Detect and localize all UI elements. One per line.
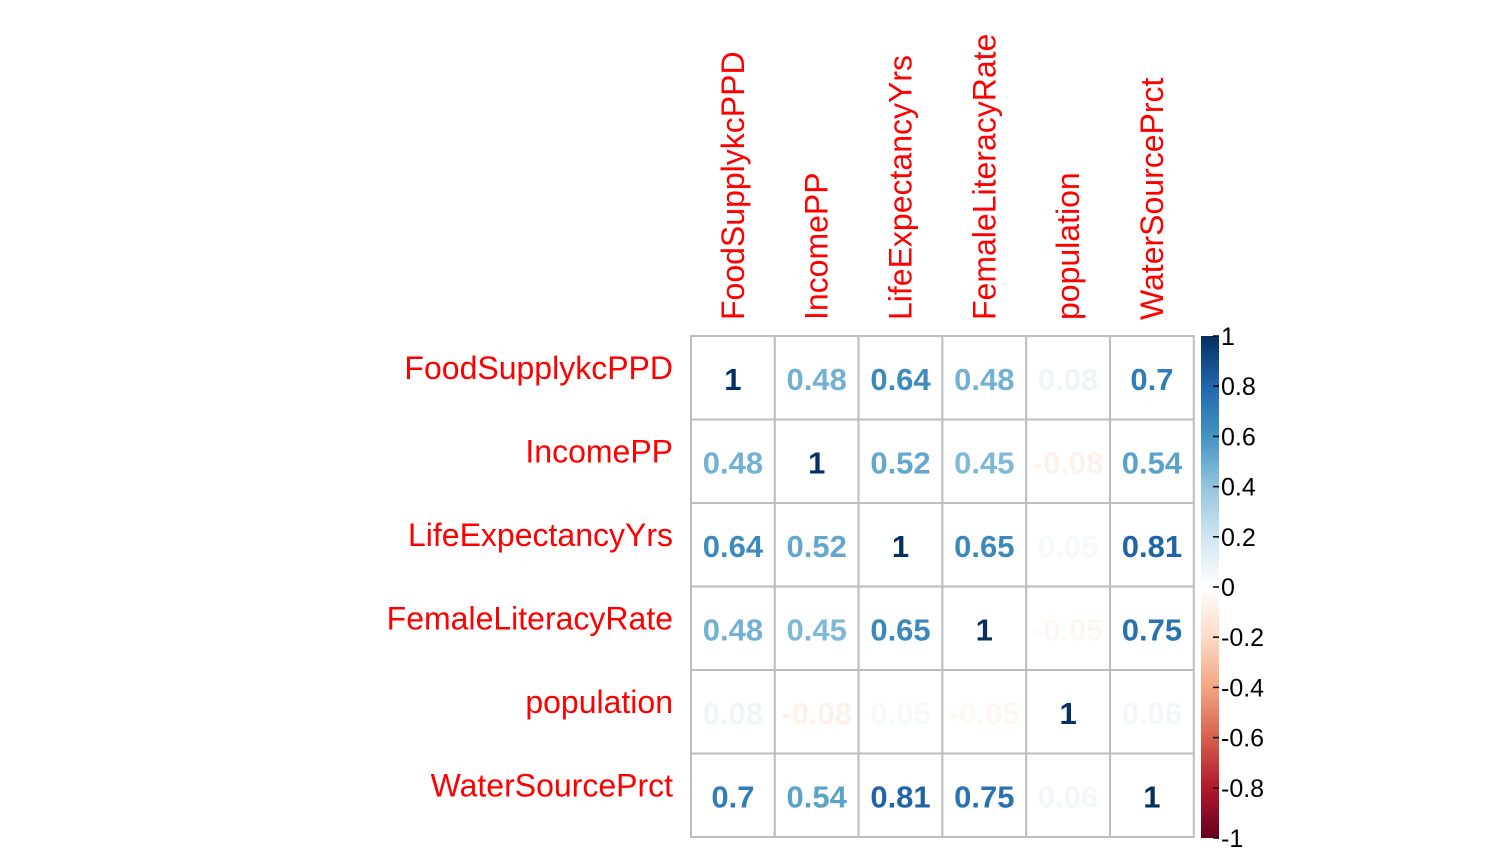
cell-value-label: -0.05 (949, 696, 1020, 731)
heatmap-cell (1109, 669, 1195, 755)
cell-value-label: 0.48 (954, 362, 1014, 397)
cell-value-label: 0.08 (1038, 362, 1098, 397)
cell-value-label: 0.7 (711, 779, 754, 814)
column-label: FemaleLiteracyRate (966, 34, 1002, 320)
heatmap-cell (1109, 418, 1195, 504)
cell-value-label: -0.08 (781, 696, 852, 731)
cell-value-label: -0.05 (1033, 612, 1104, 647)
heatmap-cell (690, 335, 776, 421)
cell-value-label: 1 (976, 612, 993, 647)
heatmap-cell (773, 585, 860, 671)
color-legend-tick-label: -0.8 (1221, 775, 1264, 803)
heatmap-cell (941, 752, 1028, 838)
heatmap-cell (857, 669, 944, 755)
heatmap-cell (941, 502, 1028, 588)
heatmap-cell (773, 335, 860, 421)
column-label: population (1050, 172, 1086, 320)
cell-value-label: 0.54 (1122, 445, 1183, 480)
heatmap-cell (1109, 335, 1195, 421)
color-legend-tick-label: 0.2 (1221, 524, 1256, 552)
cell-value-label: 0.52 (870, 445, 930, 480)
cell-value-label: 0.7 (1130, 362, 1173, 397)
cell-value-label: 0.64 (703, 529, 764, 564)
cell-value-label: 0.64 (870, 362, 931, 397)
color-legend: 1 0.8 0.6 0.4 0.2 0 -0.2 -0.4 -0.6 -0.8 -1 (1201, 323, 1264, 853)
cell-value-label: 0.45 (954, 445, 1014, 480)
cell-value-label: 1 (1059, 696, 1076, 731)
cell-value-label: 0.48 (703, 445, 763, 480)
color-legend-tick-label: -0.4 (1221, 674, 1264, 702)
heatmap-cell (941, 585, 1028, 671)
heatmap-cell (690, 752, 776, 838)
row-label: population (525, 684, 673, 720)
cell-value-label: 1 (808, 445, 825, 480)
cell-value-label: 0.65 (954, 529, 1014, 564)
cell-value-label: 1 (892, 529, 909, 564)
color-legend-tick-label: -0.2 (1221, 624, 1264, 652)
cell-value-label: 0.75 (1122, 612, 1182, 647)
color-legend-tick-label: 0.6 (1221, 423, 1256, 451)
cell-value-label: 0.48 (703, 612, 763, 647)
column-label: IncomePP (799, 172, 835, 320)
heatmap-cell (1025, 669, 1111, 755)
heatmap-cell (857, 585, 944, 671)
cell-value-label: 0.65 (870, 612, 930, 647)
column-label: WaterSourcePrct (1134, 77, 1170, 320)
cell-value-label: 0.75 (954, 779, 1014, 814)
color-legend-bar (1201, 336, 1219, 838)
color-legend-tick-label: 0.4 (1221, 474, 1256, 502)
heatmap-cell (941, 418, 1028, 504)
cell-value-label: 0.05 (870, 696, 930, 731)
row-label: FoodSupplykcPPD (404, 350, 673, 386)
cell-value-label: 0.54 (787, 779, 848, 814)
heatmap-cell (1025, 585, 1111, 671)
row-label: IncomePP (525, 433, 673, 469)
heatmap-cell (773, 418, 860, 504)
color-legend-tick-label: -1 (1221, 825, 1243, 853)
heatmap-cell (1025, 502, 1111, 588)
cell-value-label: 0.81 (1122, 529, 1182, 564)
heatmap-cell (690, 585, 776, 671)
heatmap-cell (941, 669, 1028, 755)
cell-value-label: 0.81 (870, 779, 930, 814)
row-label: LifeExpectancyYrs (408, 517, 673, 553)
column-label: LifeExpectancyYrs (883, 55, 919, 320)
cell-value-label: 0.05 (1038, 529, 1098, 564)
color-legend-tick-label: 0.8 (1221, 373, 1256, 401)
heatmap-cell (1109, 585, 1195, 671)
heatmap-cells: 1 0.48 0.64 0.48 0.08 0.7 0.48 1 0.52 0.45 -0.08 0.… (690, 335, 1195, 838)
cell-value-label: 0.52 (787, 529, 847, 564)
cell-value-label: 0.45 (787, 612, 847, 647)
column-label: FoodSupplykcPPD (715, 51, 751, 320)
heatmap-cell (1109, 752, 1195, 838)
row-label: WaterSourcePrct (431, 767, 674, 803)
column-labels: FoodSupplykcPPD IncomePP LifeExpectancyYrs… (715, 34, 1170, 320)
heatmap-cell (773, 502, 860, 588)
cell-value-label: 0.06 (1122, 696, 1182, 731)
heatmap-cell (1025, 752, 1111, 838)
color-legend-tick-label: 0 (1221, 574, 1235, 602)
cell-value-label: 0.48 (787, 362, 847, 397)
color-legend-tick-label: -0.6 (1221, 725, 1264, 753)
cell-value-label: 1 (1143, 779, 1160, 814)
color-legend-tick-label: 1 (1221, 323, 1235, 351)
cell-value-label: -0.08 (1033, 445, 1104, 480)
row-label: FemaleLiteracyRate (387, 600, 673, 636)
heatmap-cell (1109, 502, 1195, 588)
cell-value-label: 0.06 (1038, 779, 1098, 814)
cell-value-label: 0.08 (703, 696, 763, 731)
row-labels: FoodSupplykcPPD IncomePP LifeExpectancyYrs… (387, 350, 673, 804)
cell-value-label: 1 (724, 362, 741, 397)
